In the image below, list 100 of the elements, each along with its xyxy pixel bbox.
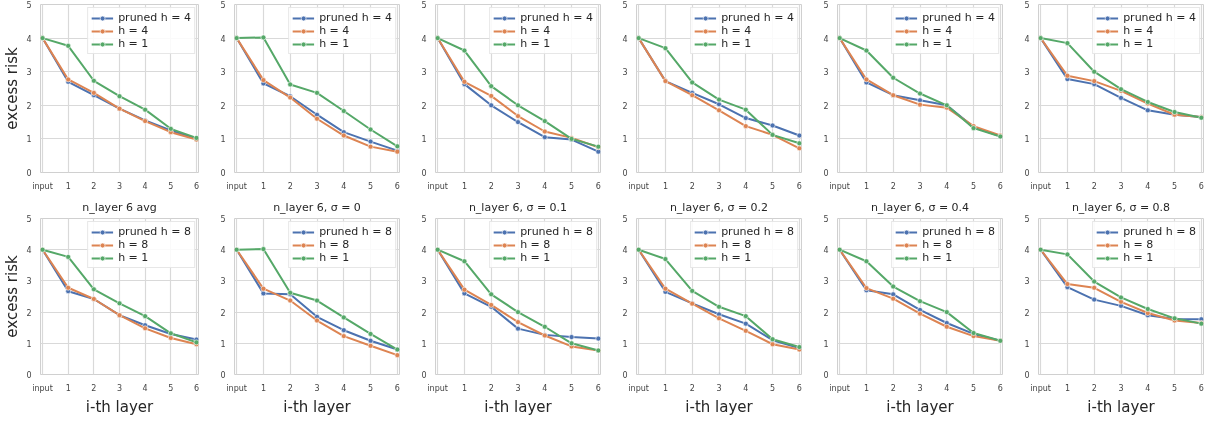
y-tick-label: 1 — [421, 135, 427, 145]
y-tick-label: 4 — [26, 246, 32, 256]
x-tick-label: 6 — [997, 383, 1003, 393]
y-tick-label: 2 — [421, 101, 427, 111]
y-tick-label: 0 — [220, 169, 226, 178]
y-tick-label: 4 — [1024, 246, 1030, 256]
legend-label: pruned h = 4 — [1123, 11, 1196, 24]
x-tick-label: input — [1030, 181, 1051, 191]
x-tick-label: input — [628, 383, 649, 393]
chart-title: n_layer 6, σ = 0.4 — [870, 200, 970, 214]
y-tick-label: 1 — [220, 135, 226, 145]
x-tick-label: 5 — [368, 383, 374, 393]
y-tick-label: 5 — [823, 215, 829, 224]
y-tick-label: 4 — [823, 246, 829, 256]
x-axis-title: i-th layer — [484, 397, 553, 416]
y-tick-label: 5 — [26, 1, 32, 10]
y-tick-label: 1 — [622, 339, 628, 349]
chart-title: n_layer 6, σ = 0 — [273, 200, 361, 214]
y-tick-label: 2 — [1024, 101, 1030, 111]
y-tick-label: 4 — [622, 246, 628, 256]
x-tick-label: 4 — [1145, 181, 1151, 191]
y-tick-label: 0 — [421, 169, 427, 178]
y-tick-label: 0 — [26, 169, 32, 178]
legend-label: pruned h = 4 — [520, 11, 593, 24]
legend-label: h = 4 — [721, 24, 752, 37]
legend-label: h = 4 — [319, 24, 350, 37]
legend-label: pruned h = 8 — [1123, 225, 1196, 238]
x-tick-label: 3 — [716, 181, 722, 191]
x-tick-label: 3 — [515, 181, 521, 191]
y-tick-label: 3 — [26, 68, 32, 78]
legend-label: h = 1 — [118, 251, 149, 264]
x-tick-label: 5 — [168, 383, 174, 393]
x-tick-label: 3 — [917, 383, 923, 393]
y-tick-label: 3 — [622, 277, 628, 287]
x-tick-label: input — [829, 181, 850, 191]
x-tick-label: 3 — [116, 181, 123, 191]
x-tick-label: 6 — [193, 383, 199, 393]
x-tick-label: 2 — [488, 383, 494, 393]
y-tick-label: 4 — [26, 34, 32, 44]
y-tick-label: 1 — [1024, 135, 1030, 145]
x-tick-label: 4 — [542, 383, 548, 393]
y-tick-label: 3 — [421, 68, 427, 78]
x-tick-label: 5 — [971, 383, 977, 393]
x-tick-label: 3 — [1118, 383, 1124, 393]
legend-label: pruned h = 8 — [922, 225, 995, 238]
y-axis-title: excess risk — [3, 255, 22, 338]
x-tick-label: 4 — [142, 383, 148, 393]
legend-label: h = 1 — [922, 251, 953, 264]
x-axis-title: i-th layer — [1087, 397, 1156, 416]
y-tick-label: 3 — [1024, 68, 1030, 78]
x-tick-label: 4 — [142, 181, 148, 191]
x-tick-label: 5 — [569, 383, 575, 393]
y-tick-label: 1 — [823, 339, 829, 349]
x-tick-label: 2 — [287, 383, 293, 393]
x-tick-label: 4 — [341, 383, 347, 393]
x-tick-label: 5 — [770, 383, 776, 393]
x-tick-label: 5 — [1172, 383, 1178, 393]
y-tick-label: 1 — [421, 339, 427, 349]
y-tick-label: 0 — [421, 371, 427, 380]
y-tick-label: 4 — [220, 246, 226, 256]
y-tick-label: 4 — [220, 34, 226, 44]
y-tick-label: 0 — [823, 371, 829, 380]
x-tick-label: 4 — [944, 181, 950, 191]
y-tick-label: 2 — [622, 308, 628, 318]
x-tick-label: 6 — [394, 383, 400, 393]
x-tick-label: 4 — [1145, 383, 1151, 393]
y-tick-label: 0 — [622, 169, 628, 178]
chart-title: n_layer 6, σ = 0.1 — [468, 200, 568, 214]
x-tick-label: input — [427, 181, 448, 191]
y-tick-label: 1 — [823, 135, 829, 145]
legend-label: h = 1 — [118, 37, 149, 50]
y-tick-label: 5 — [823, 1, 829, 10]
legend-label: h = 8 — [520, 238, 551, 251]
x-tick-label: 6 — [1198, 181, 1204, 191]
x-tick-label: 1 — [65, 383, 71, 393]
legend-label: pruned h = 4 — [922, 11, 995, 24]
x-tick-label: 1 — [461, 383, 467, 393]
x-tick-label: 2 — [1091, 181, 1097, 191]
x-tick-label: input — [1030, 383, 1051, 393]
legend-label: pruned h = 8 — [520, 225, 593, 238]
x-tick-label: 2 — [91, 383, 97, 393]
y-tick-label: 3 — [220, 277, 226, 287]
y-tick-label: 2 — [823, 308, 829, 318]
y-tick-label: 0 — [220, 371, 226, 380]
y-tick-label: 5 — [220, 215, 226, 224]
x-tick-label: 3 — [314, 181, 320, 191]
legend-label: h = 8 — [1123, 238, 1154, 251]
x-tick-label: 2 — [890, 181, 896, 191]
y-tick-label: 4 — [421, 34, 427, 44]
legend-label: h = 8 — [721, 238, 752, 251]
y-tick-label: 5 — [622, 215, 628, 224]
x-tick-label: input — [226, 383, 247, 393]
y-tick-label: 4 — [823, 34, 829, 44]
x-tick-label: 2 — [1091, 383, 1097, 393]
legend-label: h = 4 — [1123, 24, 1154, 37]
legend-label: h = 1 — [922, 37, 953, 50]
legend-label: pruned h = 4 — [118, 11, 191, 24]
x-tick-label: input — [427, 383, 448, 393]
x-tick-label: 1 — [662, 383, 668, 393]
x-tick-label: 1 — [863, 181, 869, 191]
